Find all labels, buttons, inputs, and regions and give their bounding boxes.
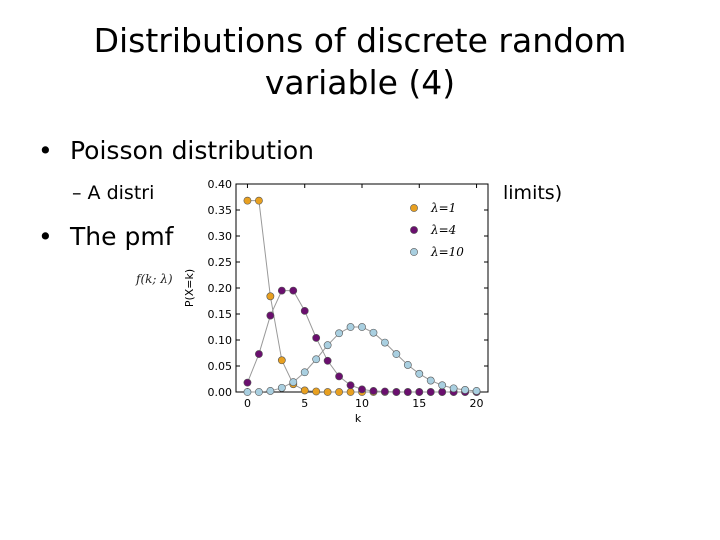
y-tick-label: 0.00 <box>208 386 233 399</box>
bullet-poisson-text: Poisson distribution <box>70 136 315 165</box>
data-point <box>277 383 286 392</box>
data-point <box>358 385 366 394</box>
legend-marker <box>410 226 418 234</box>
data-point <box>243 388 252 396</box>
data-point <box>300 306 309 315</box>
data-point <box>312 387 321 396</box>
data-point <box>358 323 366 331</box>
x-tick-label: 15 <box>412 397 426 410</box>
data-point <box>243 196 252 205</box>
data-point <box>289 378 298 387</box>
data-point <box>266 311 275 320</box>
x-axis-label: k <box>355 412 362 425</box>
data-point <box>266 292 275 301</box>
data-point <box>415 369 424 378</box>
y-tick-label: 0.25 <box>208 256 233 269</box>
data-point <box>369 387 378 395</box>
data-point <box>335 372 343 381</box>
data-point <box>381 387 389 396</box>
sub-bullet-left: – A distri <box>72 182 155 204</box>
data-point <box>381 338 389 347</box>
y-tick-label: 0.20 <box>208 282 233 295</box>
data-point <box>369 328 378 337</box>
data-point <box>461 386 469 394</box>
y-tick-label: 0.35 <box>208 204 233 217</box>
data-point <box>255 196 263 205</box>
data-point <box>335 329 343 338</box>
data-point <box>312 334 321 342</box>
data-point <box>277 286 286 295</box>
data-point <box>289 286 298 295</box>
data-point <box>472 387 481 395</box>
legend-label: λ=4 <box>430 223 456 237</box>
data-point <box>323 341 332 350</box>
y-tick-label: 0.10 <box>208 334 233 347</box>
y-tick-label: 0.30 <box>208 230 233 243</box>
legend-marker <box>410 248 418 256</box>
y-tick-label: 0.15 <box>208 308 233 321</box>
poisson-chart: 0.00 0.05 0.10 0.15 0.20 0.25 0.30 0.35 0.40 0 5 10… <box>176 170 496 432</box>
bullet-marker: • <box>38 136 53 165</box>
bullet-marker: • <box>38 222 53 251</box>
data-point <box>243 378 252 387</box>
slide-title: Distributions of discrete random variabl… <box>0 20 720 104</box>
pmf-formula-fragment: f(k; λ) <box>136 272 173 286</box>
data-point <box>346 388 355 396</box>
data-point <box>312 355 321 364</box>
data-point <box>255 350 263 358</box>
x-tick-label: 5 <box>301 397 308 410</box>
data-point <box>255 388 263 396</box>
data-point <box>300 368 309 377</box>
data-point <box>426 388 435 396</box>
y-axis-label: P(X=k) <box>183 269 196 307</box>
legend-marker <box>410 204 418 212</box>
data-point <box>346 381 355 390</box>
x-tick-label: 0 <box>244 397 251 410</box>
sub-bullet-right: limits) <box>503 182 563 204</box>
data-point <box>266 387 275 395</box>
y-tick-label: 0.05 <box>208 360 233 373</box>
data-point <box>438 381 447 390</box>
data-point <box>449 384 458 393</box>
data-point <box>392 388 401 396</box>
data-point <box>323 388 332 396</box>
y-tick-label: 0.40 <box>208 178 233 191</box>
data-point <box>323 356 332 365</box>
title-line-2: variable (4) <box>264 63 456 102</box>
title-line-1: Distributions of discrete random <box>93 21 627 60</box>
bullet-poisson: • Poisson distribution <box>38 136 314 166</box>
data-point <box>335 388 343 396</box>
bullet-pmf-text: The pmf <box>70 222 174 251</box>
legend-label: λ=10 <box>430 245 464 259</box>
bullet-pmf: • The pmf <box>38 222 173 252</box>
poisson-chart-svg: 0.00 0.05 0.10 0.15 0.20 0.25 0.30 0.35 0.40 0 5 10… <box>183 178 489 425</box>
data-point <box>403 388 412 396</box>
data-point <box>426 376 435 385</box>
data-point <box>346 323 355 331</box>
plot-frame <box>235 183 489 393</box>
x-tick-label: 10 <box>355 397 369 410</box>
legend-label: λ=1 <box>430 201 456 215</box>
x-tick-label: 20 <box>470 397 484 410</box>
data-point <box>403 361 412 369</box>
data-point <box>277 356 286 365</box>
data-point <box>392 350 401 358</box>
data-point <box>300 386 309 395</box>
data-point <box>415 388 424 396</box>
data-point <box>438 388 447 396</box>
